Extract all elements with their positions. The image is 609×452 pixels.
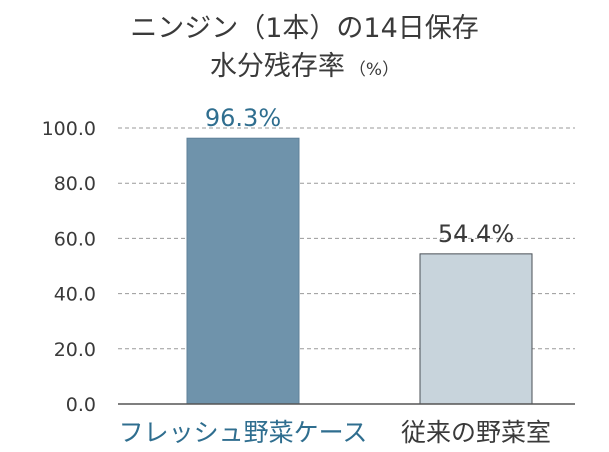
chart-title-line2: 水分残存率 （%） [0, 44, 609, 83]
y-tick-label: 60.0 [54, 228, 96, 250]
x-category-label: フレッシュ野菜ケース [119, 418, 368, 447]
chart-title-line1: ニンジン（1本）の14日保存 [0, 6, 609, 45]
data-label: 96.3% [205, 104, 281, 132]
y-tick-label: 20.0 [54, 339, 96, 361]
y-tick-label: 100.0 [42, 118, 96, 140]
data-label: 54.4% [438, 220, 514, 248]
x-category-label: 従来の野菜室 [401, 418, 551, 447]
bar [186, 137, 300, 405]
y-tick-label: 80.0 [54, 173, 96, 195]
chart-title-text-2: 水分残存率 [209, 51, 345, 82]
bar [419, 253, 533, 405]
chart-unit: （%） [348, 60, 400, 80]
y-tick-label: 40.0 [54, 284, 96, 306]
y-tick-label: 0.0 [66, 394, 96, 416]
chart-title-text-1: ニンジン（1本）の14日保存 [130, 13, 479, 44]
